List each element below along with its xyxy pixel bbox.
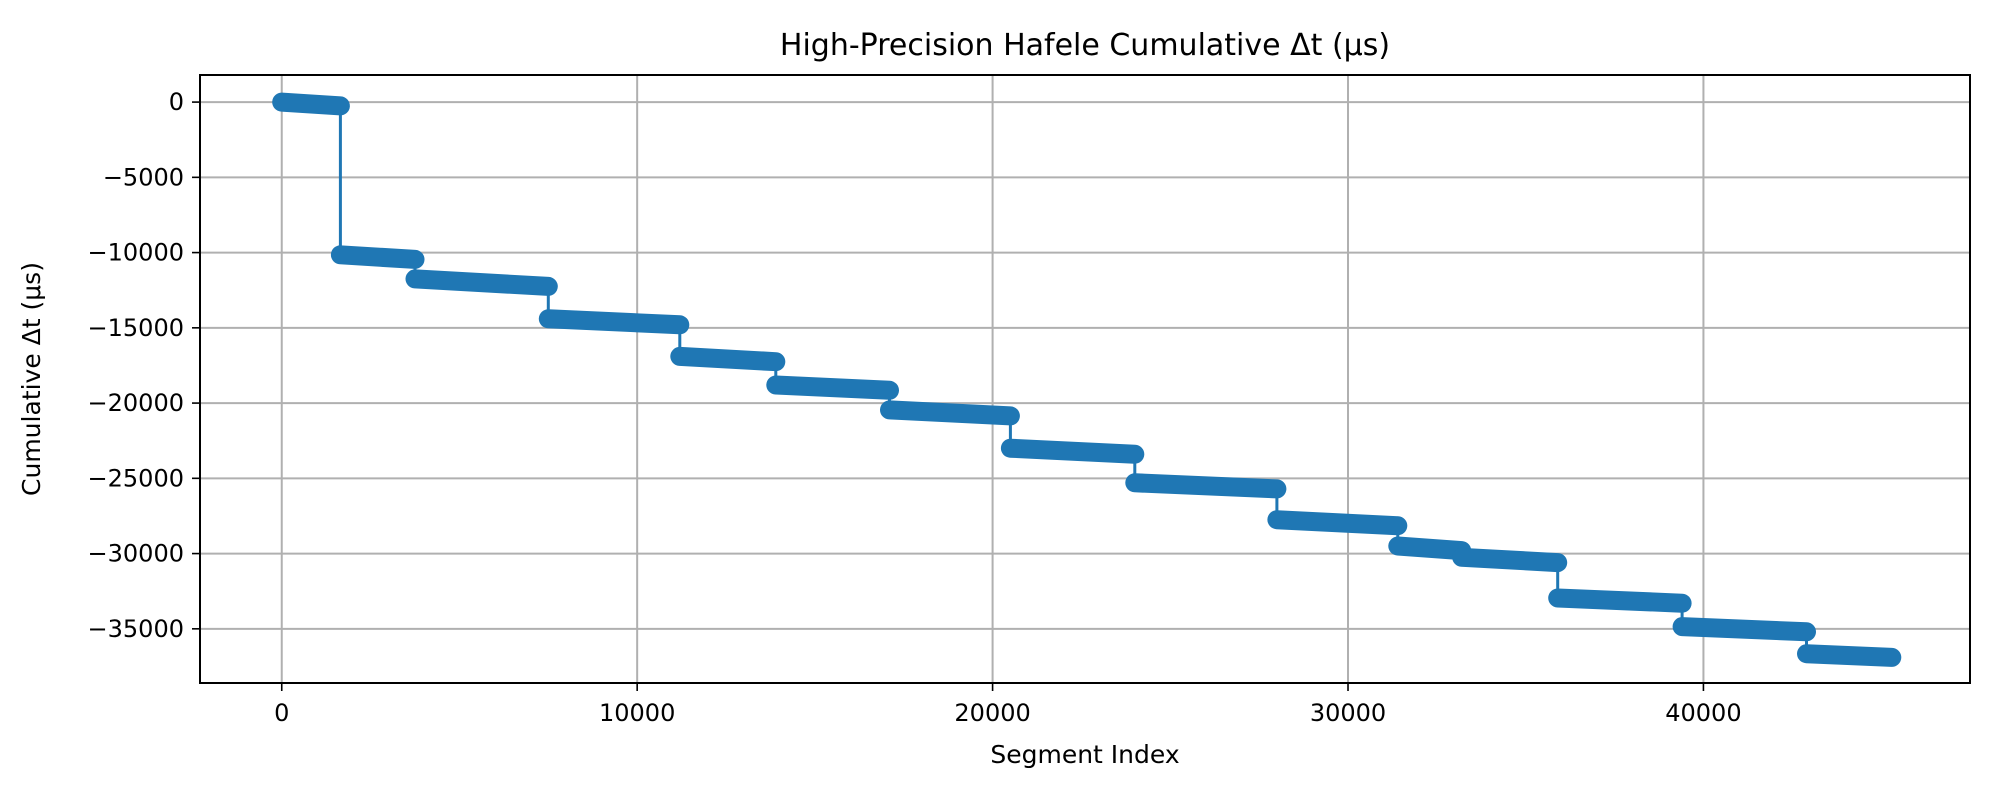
x-tick-label: 40000 (1665, 699, 1741, 727)
x-tick-label: 30000 (1310, 699, 1386, 727)
series-layer (272, 92, 1902, 667)
marker-band (766, 375, 899, 400)
ticks: 0 10000 20000 30000 40000 0 −5000 −10000 −15000 −… (88, 88, 1742, 727)
x-tick-label: 20000 (954, 699, 1030, 727)
marker-band (880, 400, 1020, 426)
grid (200, 75, 1970, 683)
marker-band (1267, 510, 1408, 536)
marker-band (1000, 438, 1145, 464)
plot-frame (199, 74, 1971, 684)
y-axis-label: Cumulative Δt (μs) (17, 262, 46, 496)
marker-band (330, 245, 425, 269)
marker-band (1797, 644, 1902, 667)
y-tick-label: −10000 (88, 239, 184, 267)
series-line (281, 100, 1892, 659)
y-tick-label: −35000 (88, 615, 184, 643)
marker-band (1388, 536, 1472, 561)
marker-band (538, 309, 690, 335)
x-axis-label: Segment Index (990, 740, 1179, 769)
y-tick-label: −5000 (103, 163, 184, 191)
marker-band (670, 346, 786, 372)
chart-title: High-Precision Hafele Cumulative Δt (μs) (780, 28, 1390, 63)
y-tick-label: −25000 (88, 464, 184, 492)
marker-band (1125, 473, 1287, 499)
x-tick-label: 0 (274, 699, 289, 727)
y-tick-label: −20000 (88, 389, 184, 417)
y-tick-label: −15000 (88, 314, 184, 342)
y-tick-label: 0 (169, 88, 184, 116)
marker-band (272, 92, 350, 116)
x-tick-label: 10000 (599, 699, 675, 727)
marker-band (1672, 617, 1816, 642)
marker-band (1548, 588, 1692, 613)
marker-band (1452, 547, 1568, 573)
y-tick-label: −30000 (88, 540, 184, 568)
marker-band (405, 269, 558, 296)
